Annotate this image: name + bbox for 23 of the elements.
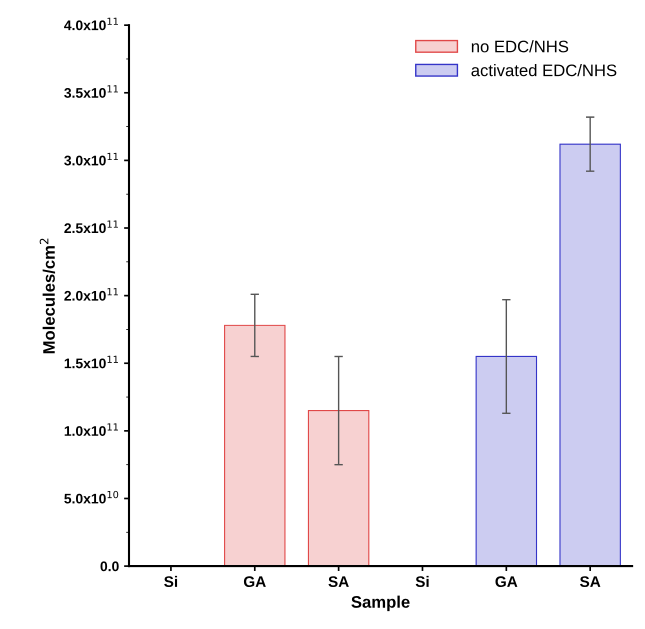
y-tick-label: 2.5x10$^{11}$ (64, 220, 118, 234)
legend-label: no EDC/NHS (472, 40, 568, 52)
y-tick-label: 2.0x10$^{11}$ (64, 288, 118, 301)
x-tick-label: SA (328, 576, 349, 588)
bar (476, 356, 538, 566)
y-tick-label: 3.0x10$^{11}$ (64, 152, 118, 166)
x-tick-label: GA (495, 576, 518, 588)
x-axis-title: Sample (351, 596, 410, 612)
x-tick-label: Si (164, 576, 178, 588)
y-tick-label: 0.0 (100, 561, 119, 572)
bar (224, 324, 286, 566)
y-tick-label: 5.0x10$^{10}$ (64, 490, 118, 504)
y-tick-label: 3.5x10$^{11}$ (64, 85, 118, 98)
y-axis-title: Molecules/cm$^{2}$ (40, 238, 56, 354)
bar (308, 410, 370, 566)
x-tick-label: GA (244, 576, 266, 588)
y-tick-label: 1.5x10$^{11}$ (64, 356, 118, 368)
bar (559, 144, 621, 566)
x-tick-label: Si (416, 576, 429, 588)
y-tick-label: 1.0x10$^{11}$ (64, 423, 118, 436)
y-tick-label: 4.0x10$^{11}$ (64, 18, 118, 30)
x-tick-label: SA (580, 576, 600, 588)
legend-label: activated EDC/NHS (471, 64, 616, 76)
